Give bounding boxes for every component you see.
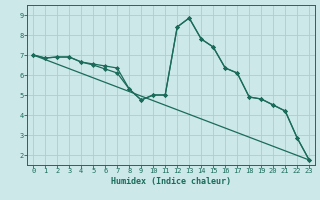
X-axis label: Humidex (Indice chaleur): Humidex (Indice chaleur) [111,177,231,186]
